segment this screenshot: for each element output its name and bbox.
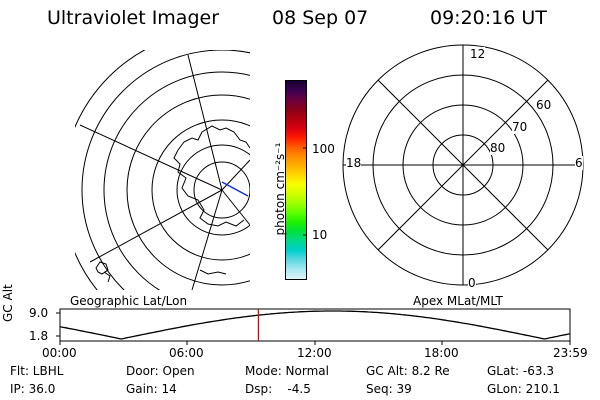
ip-info: IP: 36.0 <box>10 382 56 396</box>
coastline <box>173 125 250 227</box>
mlt-label-0: 0 <box>468 276 476 290</box>
altitude-y-label: GC Alt <box>1 284 15 322</box>
gain-info: Gain: 14 <box>126 382 177 396</box>
door-info: Door: Open <box>126 364 195 378</box>
mlat-label-80: 80 <box>490 141 506 155</box>
geo-lat-circle <box>126 94 250 286</box>
geo-meridian <box>187 54 223 191</box>
altitude-y-tick: 9.0 <box>29 306 49 320</box>
geo-lat-circle <box>81 50 250 290</box>
mlt-label-6: 6 <box>575 156 583 170</box>
geo-meridian <box>89 189 223 263</box>
altitude-x-tick: 18:00 <box>424 346 459 360</box>
geo-lat-circle <box>103 71 250 290</box>
altitude-x-tick: 12:00 <box>297 346 332 360</box>
dsp-info: Dsp: -4.5 <box>245 382 311 396</box>
colorbar-tick-label: 100 <box>312 142 335 156</box>
glon-info: GLon: 210.1 <box>487 382 560 396</box>
mag-panel-label: Apex MLat/MLT <box>413 294 503 308</box>
mlt-label-18: 18 <box>346 156 362 170</box>
satellite-track <box>221 181 249 197</box>
seq-info: Seq: 39 <box>366 382 412 396</box>
instrument-title: Ultraviolet Imager <box>47 7 220 29</box>
geo-meridian <box>79 124 223 191</box>
filter-info: Flt: LBHL <box>10 364 64 378</box>
geo-lat-circle <box>151 119 250 261</box>
coastline <box>95 261 111 283</box>
mlt-line-diagonal <box>377 79 549 251</box>
altitude-x-tick: 23:59 <box>553 346 588 360</box>
geo-meridian <box>221 189 250 226</box>
geo-lat-circle <box>193 161 250 219</box>
mlat-label-70: 70 <box>512 120 528 134</box>
date-label: 08 Sep 07 <box>272 7 369 29</box>
coastline <box>199 269 227 275</box>
colorbar-tick-label: 10 <box>312 228 328 242</box>
mlat-label-60: 60 <box>536 98 552 112</box>
altitude-x-tick: 06:00 <box>169 346 204 360</box>
mode-info: Mode: Normal <box>245 364 329 378</box>
glat-info: GLat: -63.3 <box>487 364 554 378</box>
geo-lat-circle <box>176 144 250 236</box>
altitude-y-tick: 1.8 <box>29 329 49 343</box>
geo-panel-label: Geographic Lat/Lon <box>70 294 188 308</box>
gc-alt-info: GC Alt: 8.2 Re <box>366 364 450 378</box>
mlt-label-12: 12 <box>470 47 486 61</box>
time-label: 09:20:16 UT <box>430 7 547 29</box>
colorbar <box>285 80 307 280</box>
altitude-curve <box>59 310 571 340</box>
altitude-x-tick: 00:00 <box>42 346 77 360</box>
geo-meridian <box>191 189 223 290</box>
